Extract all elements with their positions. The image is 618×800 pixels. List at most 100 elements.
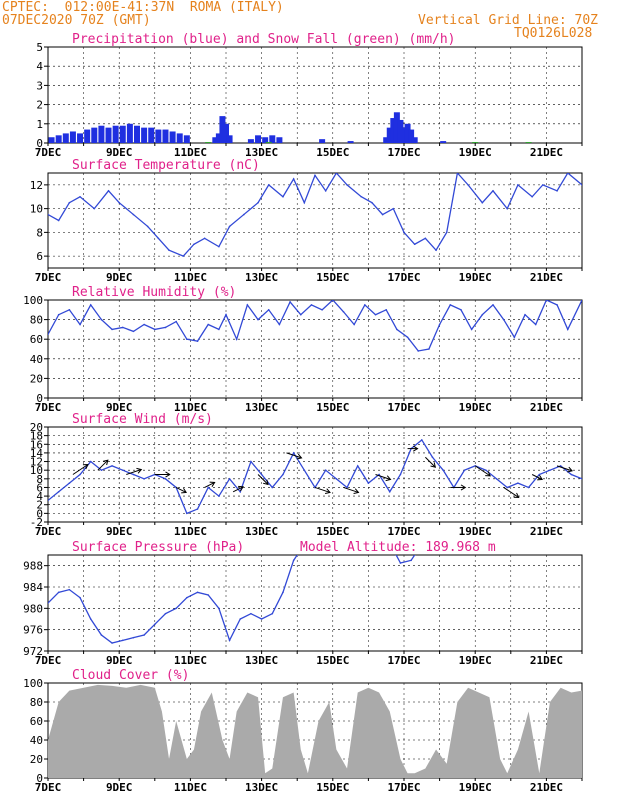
rh-point (332, 300, 334, 301)
precip-xtick-label: 9DEC (106, 146, 133, 159)
wind-arrow-head (430, 462, 437, 468)
rh-point (524, 313, 526, 316)
wind-point (570, 473, 573, 476)
temp-point (292, 178, 295, 180)
wind-point (207, 486, 209, 489)
rh-point (566, 328, 569, 331)
temp-point (413, 243, 416, 246)
wind-point (250, 460, 252, 463)
rh-title: Relative Humidity (%) (72, 285, 236, 300)
precip-bar (183, 135, 190, 143)
temp-panel: 6 8 10 12 7DEC 9DEC 11DEC 13DEC 15DEC 17DEC 19DEC 2… (30, 158, 583, 284)
rh-point (321, 309, 323, 311)
wind-arrow (257, 474, 269, 485)
precip-bar (386, 127, 393, 143)
temp-xtick-label: 21DEC (530, 271, 563, 284)
pressure-point (164, 612, 167, 615)
precip-bar (226, 135, 233, 143)
temp-point (324, 190, 327, 192)
pressure-xtick-label: 13DEC (245, 654, 278, 667)
wind-arrow (204, 482, 215, 488)
temp-point (243, 213, 245, 216)
wind-ytick-label: 4 (36, 490, 43, 503)
cloud-area (48, 684, 582, 778)
temp-xtick-label: 9DEC (106, 271, 133, 284)
rh-point (111, 328, 113, 331)
pressure-point (68, 588, 71, 591)
temp-point (435, 249, 437, 251)
rh-point (100, 318, 103, 321)
rh-point (556, 304, 558, 306)
pressure-point (57, 591, 60, 594)
temp-point (182, 255, 185, 257)
rh-point (164, 326, 167, 329)
rh-ytick-label: 20 (30, 372, 43, 385)
wind-arrow-head (209, 481, 216, 487)
wind-arrow (474, 465, 491, 477)
rh-point (121, 326, 124, 329)
pressure-ytick-label: 988 (23, 560, 43, 573)
temp-point (203, 237, 206, 240)
pressure-point (121, 639, 124, 642)
temp-point (542, 184, 544, 186)
temp-ytick-label: 12 (30, 179, 43, 192)
precip-bar (255, 135, 262, 143)
wind-point (143, 478, 145, 480)
wind-point (48, 499, 49, 502)
temp-point (218, 245, 220, 248)
wind-xtick-label: 21DEC (530, 525, 563, 538)
rh-point (257, 318, 259, 321)
wind-point (495, 478, 498, 480)
pressure-point (154, 623, 156, 626)
precip-xtick-label: 21DEC (530, 146, 563, 159)
precip-data (48, 112, 532, 143)
wind-arrow (72, 464, 89, 475)
rh-point (581, 300, 582, 301)
pressure-subtitle: Model Altitude: 189.968 m (300, 540, 496, 555)
wind-point (549, 469, 551, 471)
temp-point (314, 174, 316, 177)
rh-point (68, 309, 71, 311)
wind-arrow (175, 487, 187, 493)
rh-point (218, 328, 220, 331)
precip-bar (265, 142, 272, 143)
wind-ytick-label: 8 (36, 473, 43, 486)
wind-arrow-head (82, 463, 89, 470)
rh-frame (47, 299, 583, 399)
rh-point (57, 313, 60, 316)
temp-point (517, 184, 519, 186)
pressure-point (132, 636, 135, 639)
pressure-point (111, 642, 113, 644)
cloud-ytick-label: 100 (23, 677, 43, 690)
wind-point (79, 473, 81, 476)
temp-xtick-label: 17DEC (387, 271, 420, 284)
pressure-xtick-label: 9DEC (106, 654, 133, 667)
wind-arrow-head (460, 484, 467, 491)
temp-point (68, 201, 71, 204)
pressure-point (292, 559, 295, 562)
wind-ytick-label: 16 (30, 438, 43, 451)
wind-ytick-label: 14 (30, 447, 44, 460)
pressure-point (218, 607, 220, 610)
temp-point (581, 184, 582, 186)
cloud-xtick-label: 19DEC (459, 781, 492, 794)
precip-ytick-label: 0 (36, 137, 43, 150)
wind-xtick-label: 17DEC (387, 525, 420, 538)
rh-point (396, 328, 398, 331)
temp-xtick-label: 11DEC (174, 271, 207, 284)
pressure-point (250, 612, 252, 615)
wind-xtick-label: 11DEC (174, 525, 207, 538)
temp-point (48, 213, 49, 216)
wind-point (367, 482, 370, 484)
temp-point (193, 243, 195, 246)
wind-arrow (556, 465, 573, 472)
temp-point (79, 195, 81, 198)
precip-bar (112, 125, 119, 143)
temp-point (360, 195, 363, 198)
wind-point (388, 490, 391, 493)
cloud-xtick-label: 17DEC (387, 781, 420, 794)
precip-bar (169, 131, 176, 143)
rh-point (481, 313, 484, 316)
wind-point (399, 473, 402, 476)
cloud-xtick-label: 7DEC (35, 781, 62, 794)
